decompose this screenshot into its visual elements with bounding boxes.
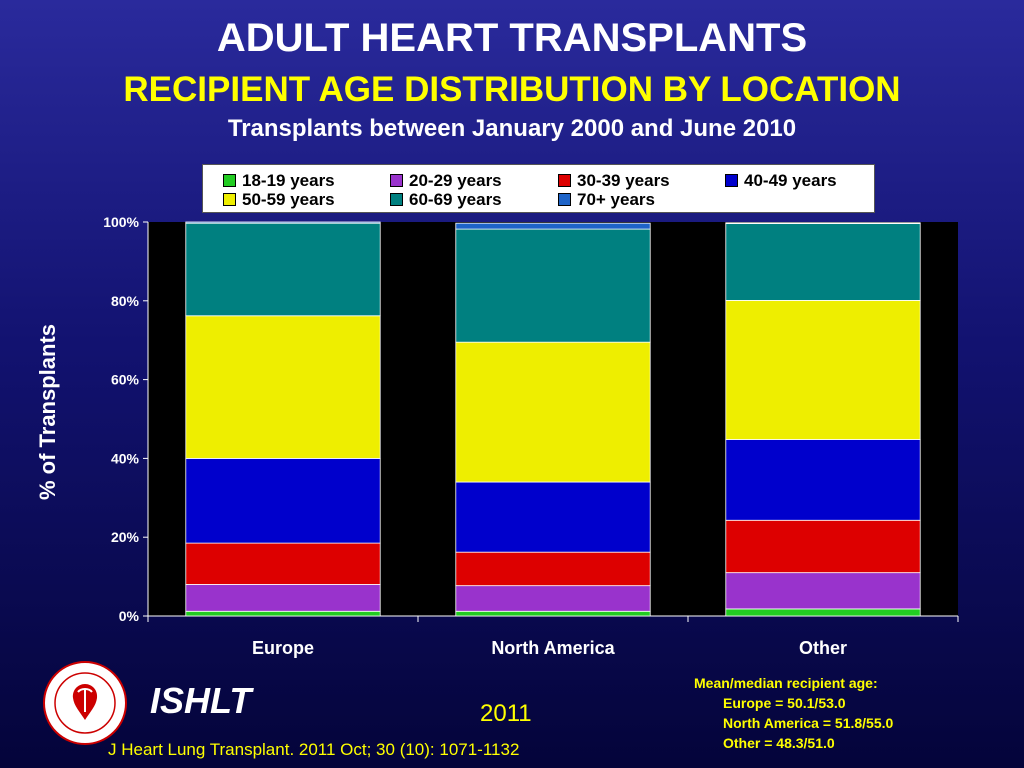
bar-segment (185, 221, 381, 224)
bar-segment (725, 608, 921, 617)
y-tick-label: 100% (103, 214, 139, 230)
y-tick-label: 20% (111, 529, 140, 545)
legend-swatch (558, 173, 571, 187)
citation-text: J Heart Lung Transplant. 2011 Oct; 30 (1… (108, 740, 520, 759)
chart-legend: 18-19 years 20-29 years 30-39 years 40-4… (202, 164, 875, 213)
y-tick-label: 60% (111, 372, 140, 388)
year-text: 2011 (480, 700, 532, 727)
legend-item: 40-49 years (725, 171, 837, 190)
brand-text: ISHLT (150, 680, 252, 721)
x-tick-label: Other (799, 638, 847, 658)
legend-swatch (390, 192, 403, 206)
x-tick-label: North America (491, 638, 615, 658)
age-note-title: Mean/median recipient age: (694, 675, 878, 691)
bar-segment (455, 341, 651, 483)
chart-subtitle: RECIPIENT AGE DISTRIBUTION BY LOCATION (123, 70, 901, 109)
legend-item: 50-59 years (223, 190, 335, 209)
legend-label: 18-19 years (242, 171, 335, 190)
ishlt-logo (43, 661, 127, 745)
legend-swatch (223, 192, 236, 206)
legend-label: 50-59 years (242, 190, 335, 209)
legend-swatch (390, 173, 403, 187)
bar-segment (185, 584, 381, 612)
legend-item: 70+ years (558, 190, 655, 209)
bar-segment (455, 481, 651, 553)
legend-label: 20-29 years (409, 171, 502, 190)
bar-segment (725, 572, 921, 610)
bar-segment (185, 457, 381, 544)
bar-segment (185, 542, 381, 585)
age-note-line: Europe = 50.1/53.0 (723, 695, 846, 711)
legend-label: 60-69 years (409, 190, 502, 209)
y-tick-label: 0% (119, 608, 140, 624)
bar-segment (185, 610, 381, 617)
bar-segment (185, 315, 381, 459)
legend-swatch (223, 173, 236, 187)
bar-segment (725, 519, 921, 574)
x-tick-label: Europe (252, 638, 314, 658)
bar-segment (455, 228, 651, 343)
y-tick-label: 40% (111, 450, 140, 466)
bar-segment (455, 585, 651, 612)
age-note: Mean/median recipient age: Europe = 50.1… (694, 673, 893, 753)
age-note-line: Other = 48.3/51.0 (723, 735, 835, 751)
bar-segment (725, 300, 921, 440)
bar-segment (725, 222, 921, 224)
legend-item: 30-39 years (558, 171, 670, 190)
legend-item: 20-29 years (390, 171, 502, 190)
legend-item: 18-19 years (223, 171, 335, 190)
bar-segment (185, 222, 381, 317)
y-tick-label: 80% (111, 293, 140, 309)
bar-segment (455, 610, 651, 617)
legend-item: 60-69 years (390, 190, 502, 209)
legend-label: 70+ years (577, 190, 655, 209)
age-note-line: North America = 51.8/55.0 (723, 715, 894, 731)
legend-swatch (725, 173, 738, 187)
legend-label: 30-39 years (577, 171, 670, 190)
bar-segment (725, 223, 921, 301)
bar-segment (455, 222, 651, 230)
bar-segment (725, 439, 921, 521)
legend-label: 40-49 years (744, 171, 837, 190)
chart-title: ADULT HEART TRANSPLANTS (216, 16, 808, 60)
bar-segment (455, 551, 651, 587)
legend-swatch (558, 192, 571, 206)
chart-caption: Transplants between January 2000 and Jun… (227, 115, 797, 142)
